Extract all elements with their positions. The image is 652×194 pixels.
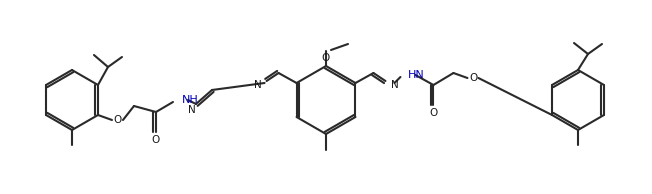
- Text: N: N: [254, 80, 261, 90]
- Text: O: O: [429, 108, 437, 118]
- Text: HN: HN: [408, 70, 424, 80]
- Text: N: N: [391, 80, 398, 90]
- Text: O: O: [114, 115, 122, 125]
- Text: O: O: [469, 73, 477, 83]
- Text: NH: NH: [182, 95, 199, 105]
- Text: N: N: [188, 105, 196, 115]
- Text: O: O: [152, 135, 160, 145]
- Text: O: O: [322, 53, 330, 63]
